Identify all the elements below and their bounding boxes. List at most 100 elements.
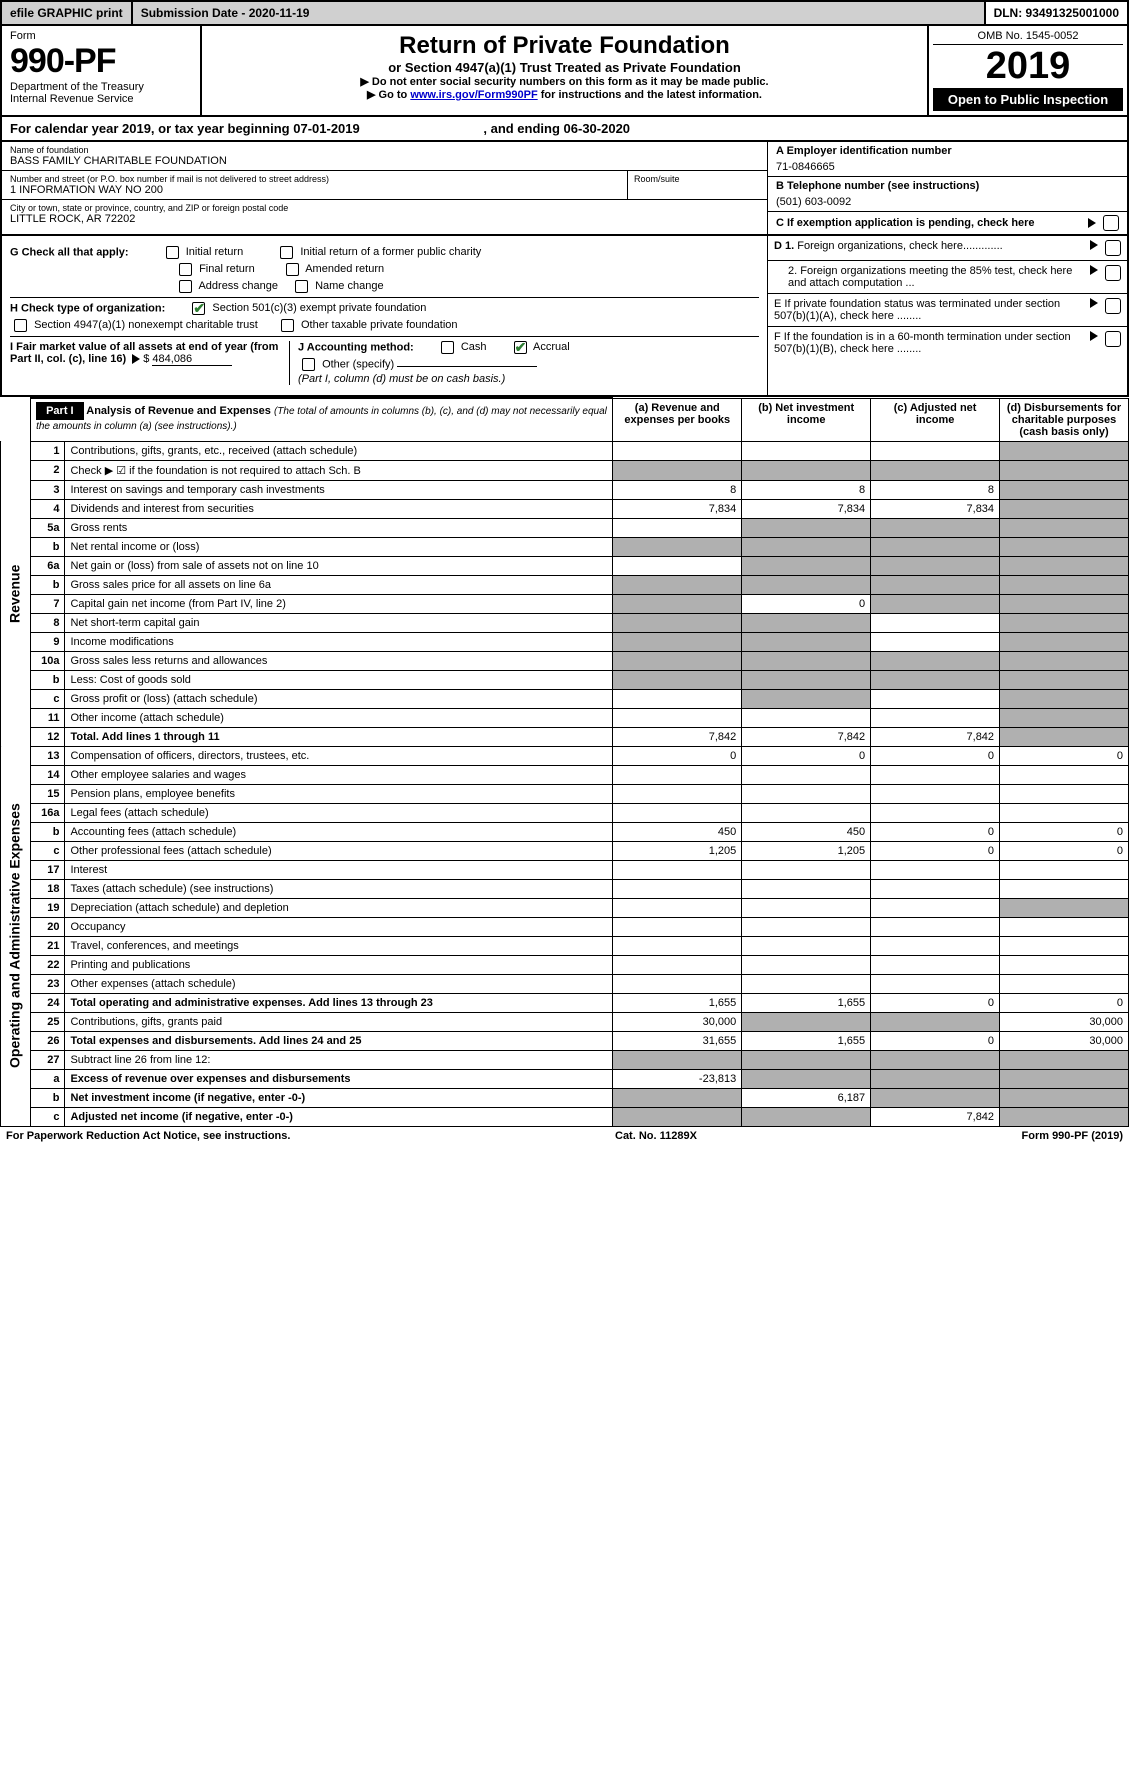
- table-row: bNet rental income or (loss): [1, 537, 1129, 556]
- line-number: 20: [31, 917, 65, 936]
- cell-value: [1000, 1050, 1129, 1069]
- cash-checkbox[interactable]: [441, 341, 454, 354]
- line-description: Less: Cost of goods sold: [65, 670, 613, 689]
- phone-label: B Telephone number (see instructions): [776, 180, 1119, 192]
- cell-value: 0: [871, 746, 1000, 765]
- table-row: 21Travel, conferences, and meetings: [1, 936, 1129, 955]
- table-row: 2Check ▶ ☑ if the foundation is not requ…: [1, 460, 1129, 480]
- line-description: Accounting fees (attach schedule): [65, 822, 613, 841]
- line-number: a: [31, 1069, 65, 1088]
- form-subtitle: or Section 4947(a)(1) Trust Treated as P…: [208, 60, 921, 75]
- line-description: Legal fees (attach schedule): [65, 803, 613, 822]
- e-checkbox[interactable]: [1105, 298, 1121, 314]
- table-row: cGross profit or (loss) (attach schedule…: [1, 689, 1129, 708]
- cell-value: [613, 1107, 742, 1126]
- cell-value: [1000, 765, 1129, 784]
- line-description: Net rental income or (loss): [65, 537, 613, 556]
- line-description: Contributions, gifts, grants paid: [65, 1012, 613, 1031]
- line-number: b: [31, 575, 65, 594]
- cell-value: 1,205: [742, 841, 871, 860]
- line-number: 4: [31, 499, 65, 518]
- cell-value: [1000, 480, 1129, 499]
- cell-value: [613, 936, 742, 955]
- cell-value: [1000, 879, 1129, 898]
- other-method-checkbox[interactable]: [302, 358, 315, 371]
- line-number: 5a: [31, 518, 65, 537]
- cell-value: [613, 575, 742, 594]
- cell-value: [871, 955, 1000, 974]
- cell-value: 8: [613, 480, 742, 499]
- cell-value: [742, 936, 871, 955]
- cell-value: 0: [1000, 841, 1129, 860]
- cell-value: [1000, 670, 1129, 689]
- table-row: cOther professional fees (attach schedul…: [1, 841, 1129, 860]
- address-change-checkbox[interactable]: [179, 280, 192, 293]
- table-row: aExcess of revenue over expenses and dis…: [1, 1069, 1129, 1088]
- final-return-checkbox[interactable]: [179, 263, 192, 276]
- cell-value: [871, 1050, 1000, 1069]
- amended-return-checkbox[interactable]: [286, 263, 299, 276]
- ssn-warning: ▶ Do not enter social security numbers o…: [208, 75, 921, 88]
- cell-value: [742, 632, 871, 651]
- cell-value: [1000, 898, 1129, 917]
- info-left: Name of foundation BASS FAMILY CHARITABL…: [2, 142, 767, 234]
- line-number: 26: [31, 1031, 65, 1050]
- initial-former-checkbox[interactable]: [280, 246, 293, 259]
- cell-value: 31,655: [613, 1031, 742, 1050]
- cell-value: [871, 537, 1000, 556]
- h-opt-3: Other taxable private foundation: [301, 319, 458, 331]
- cell-value: 7,834: [613, 499, 742, 518]
- line-number: 14: [31, 765, 65, 784]
- cell-value: [1000, 784, 1129, 803]
- line-number: b: [31, 822, 65, 841]
- cell-value: [871, 784, 1000, 803]
- submission-date: Submission Date - 2020-11-19: [133, 2, 986, 24]
- cell-value: -23,813: [613, 1069, 742, 1088]
- arrow-icon: [1090, 265, 1098, 275]
- cell-value: [613, 556, 742, 575]
- c-checkbox[interactable]: [1103, 215, 1119, 231]
- accrual-checkbox[interactable]: [514, 341, 527, 354]
- table-row: 24Total operating and administrative exp…: [1, 993, 1129, 1012]
- f-checkbox[interactable]: [1105, 331, 1121, 347]
- info-grid: Name of foundation BASS FAMILY CHARITABL…: [0, 142, 1129, 236]
- cell-value: [742, 974, 871, 993]
- cell-value: 0: [1000, 822, 1129, 841]
- 501c3-checkbox[interactable]: [192, 302, 205, 315]
- other-taxable-checkbox[interactable]: [281, 319, 294, 332]
- line-number: 24: [31, 993, 65, 1012]
- line-description: Interest: [65, 860, 613, 879]
- table-row: bAccounting fees (attach schedule)450450…: [1, 822, 1129, 841]
- fmv-value: 484,086: [152, 353, 232, 366]
- d1-checkbox[interactable]: [1105, 240, 1121, 256]
- line-number: 19: [31, 898, 65, 917]
- line-number: 15: [31, 784, 65, 803]
- cell-value: [613, 879, 742, 898]
- line-number: 6a: [31, 556, 65, 575]
- line-number: c: [31, 841, 65, 860]
- table-row: bLess: Cost of goods sold: [1, 670, 1129, 689]
- col-d-header: (d) Disbursements for charitable purpose…: [1000, 398, 1129, 441]
- cell-value: [613, 1050, 742, 1069]
- exemption-pending-row: C If exemption application is pending, c…: [768, 212, 1127, 234]
- line-number: c: [31, 1107, 65, 1126]
- cell-value: 1,655: [613, 993, 742, 1012]
- cell-value: [1000, 651, 1129, 670]
- col-c-header: (c) Adjusted net income: [871, 398, 1000, 441]
- name-change-checkbox[interactable]: [295, 280, 308, 293]
- line-number: 10a: [31, 651, 65, 670]
- goto-line: ▶ Go to www.irs.gov/Form990PF for instru…: [208, 88, 921, 101]
- cell-value: [742, 708, 871, 727]
- initial-return-checkbox[interactable]: [166, 246, 179, 259]
- irs-link[interactable]: www.irs.gov/Form990PF: [410, 89, 537, 101]
- cell-value: 7,834: [871, 499, 1000, 518]
- 4947-checkbox[interactable]: [14, 319, 27, 332]
- cell-value: 1,205: [613, 841, 742, 860]
- cell-value: [871, 689, 1000, 708]
- efile-print-button[interactable]: efile GRAPHIC print: [2, 2, 133, 24]
- line-description: Gross sales less returns and allowances: [65, 651, 613, 670]
- cell-value: [742, 537, 871, 556]
- cell-value: [871, 917, 1000, 936]
- d2-checkbox[interactable]: [1105, 265, 1121, 281]
- cell-value: [742, 955, 871, 974]
